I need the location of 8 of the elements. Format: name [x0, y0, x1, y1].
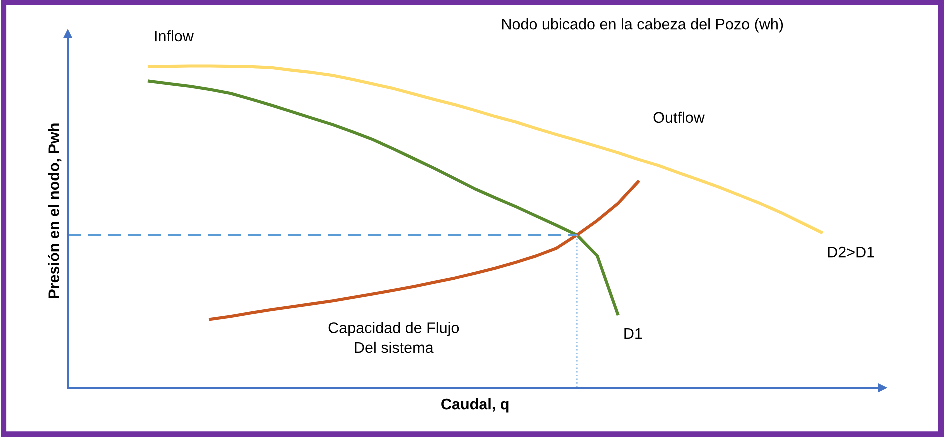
annotation: Capacidad de Flujo Del sistema	[328, 322, 460, 354]
series-label: D2>D1	[828, 246, 874, 258]
y-axis-title: Presión en el nodo, Pwh	[48, 124, 62, 298]
x-axis-title: Caudal, q	[442, 398, 509, 413]
text: Inflow	[155, 30, 194, 42]
series-label: D1	[624, 328, 642, 340]
annotation: Outflow	[654, 112, 705, 124]
chart-title: Nodo ubicado en la cabeza del Pozo (wh)	[502, 18, 784, 33]
